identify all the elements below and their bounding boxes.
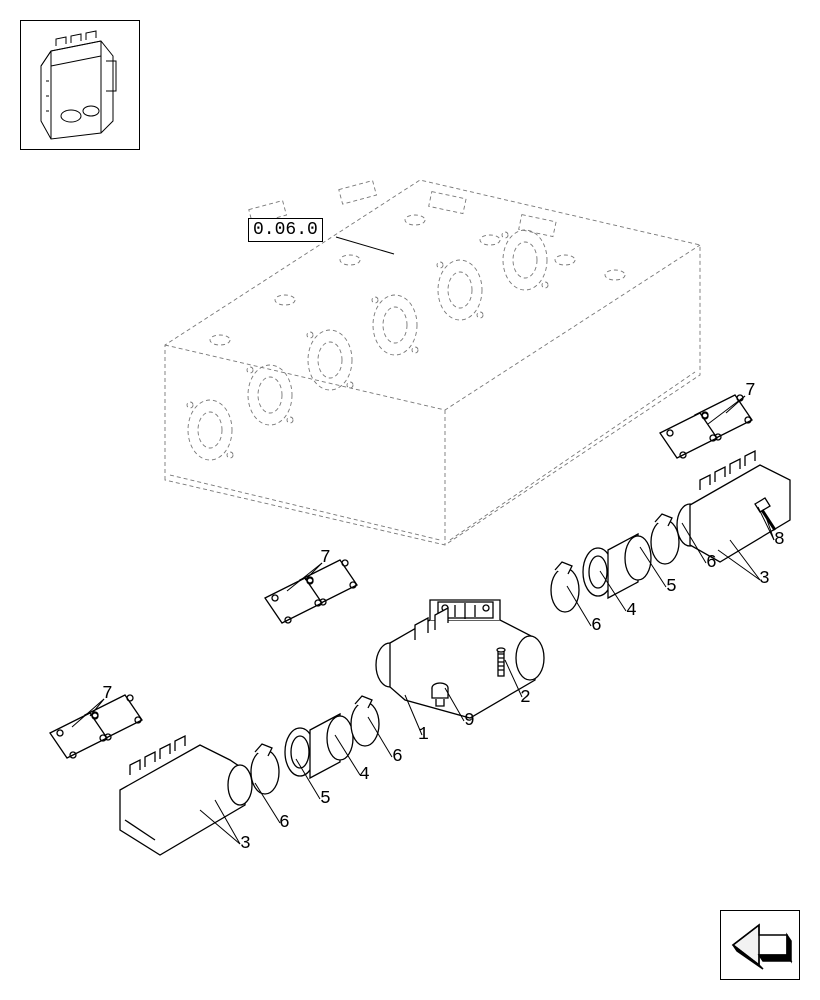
callout-3a: 3: [759, 569, 770, 589]
callout-6b: 6: [706, 553, 717, 573]
nav-arrow-box[interactable]: [720, 910, 800, 980]
callout-6a: 6: [591, 616, 602, 636]
callout-4b: 4: [359, 765, 370, 785]
callout-5b: 5: [320, 789, 331, 809]
callout-4a: 4: [626, 601, 637, 621]
main-drawing: [0, 0, 820, 1000]
callout-5a: 5: [666, 577, 677, 597]
callout-1: 1: [418, 725, 429, 745]
gasket-pair-right: [660, 395, 752, 458]
reference-label: 0.06.0: [248, 218, 323, 242]
callout-7b: 7: [320, 548, 331, 568]
callout-2: 2: [520, 688, 531, 708]
stud-2: [497, 648, 505, 676]
callout-6d: 6: [279, 813, 290, 833]
clamp-ring-sleeve-right: [551, 514, 679, 612]
callout-6c: 6: [392, 747, 403, 767]
diagram-root: 0.06.0 1 2 3 3 4 4 5 5 6 6 6 6 7 7 7 8 9: [0, 0, 820, 1000]
gasket-pair-center: [265, 560, 357, 623]
callout-9: 9: [464, 711, 475, 731]
cylinder-head-ghost: [165, 180, 700, 545]
back-arrow-icon: [721, 911, 799, 979]
callout-8: 8: [774, 530, 785, 550]
callout-7a: 7: [745, 381, 756, 401]
manifold-center: [376, 600, 544, 718]
gasket-pair-left: [50, 695, 142, 758]
exhaust-manifold-parts: [50, 395, 790, 855]
callout-3b: 3: [240, 834, 251, 854]
callout-7c: 7: [102, 684, 113, 704]
